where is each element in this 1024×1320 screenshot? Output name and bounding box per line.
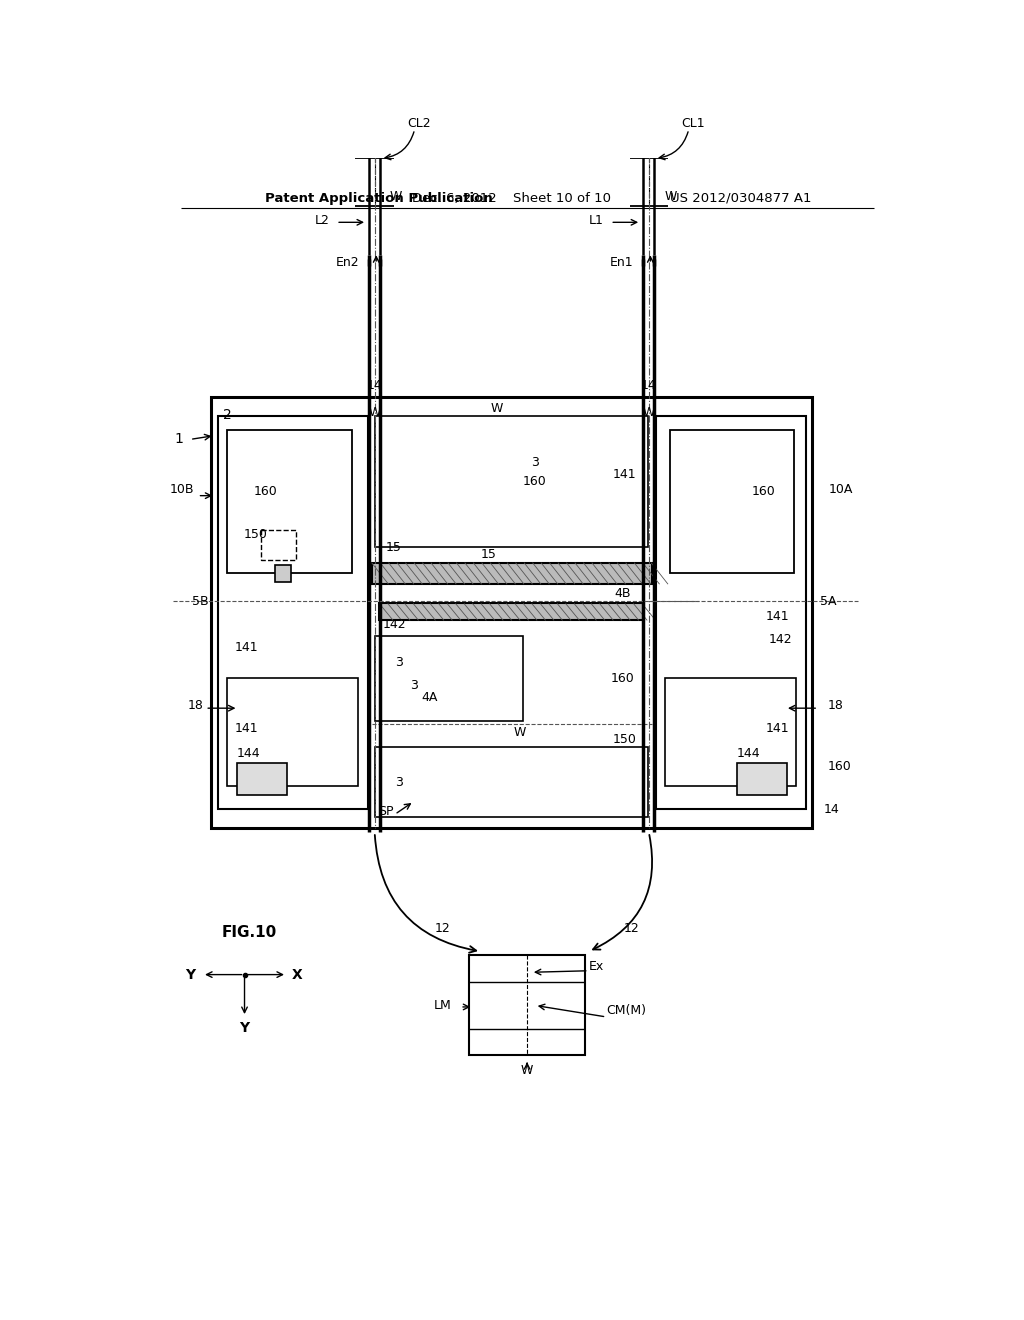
Text: US 2012/0304877 A1: US 2012/0304877 A1	[670, 191, 811, 205]
Text: LM: LM	[433, 999, 452, 1012]
Bar	[376, 636, 523, 721]
Text: 141: 141	[234, 722, 258, 735]
Text: En1: En1	[610, 256, 634, 269]
Text: 160: 160	[752, 486, 775, 499]
Text: CM(M): CM(M)	[606, 1005, 646, 1018]
Text: 144: 144	[736, 747, 760, 760]
Text: 15: 15	[385, 541, 401, 554]
Text: 141: 141	[613, 467, 637, 480]
Text: L2: L2	[314, 214, 330, 227]
Text: FIG.10: FIG.10	[221, 925, 276, 940]
Text: Y: Y	[185, 968, 196, 982]
Text: 5B: 5B	[191, 594, 208, 607]
Text: W: W	[643, 407, 655, 418]
Text: W: W	[513, 726, 525, 739]
Text: SP: SP	[378, 805, 393, 818]
Text: Patent Application Publication: Patent Application Publication	[265, 191, 494, 205]
Bar	[211, 397, 812, 829]
Bar	[736, 763, 786, 795]
Bar	[670, 430, 795, 573]
Text: 14: 14	[641, 379, 656, 392]
Text: W: W	[390, 190, 402, 203]
Bar	[261, 531, 296, 560]
Text: 5A: 5A	[819, 594, 837, 607]
Text: 14: 14	[823, 803, 840, 816]
Bar	[274, 565, 292, 582]
Bar	[372, 562, 652, 585]
Bar	[469, 956, 585, 1056]
Text: 3: 3	[410, 680, 418, 693]
Text: 144: 144	[237, 747, 260, 760]
Text: Sheet 10 of 10: Sheet 10 of 10	[513, 191, 611, 205]
Text: 160: 160	[827, 760, 851, 774]
Text: W: W	[665, 190, 677, 203]
Text: W: W	[369, 407, 381, 418]
Text: 141: 141	[234, 640, 258, 653]
Text: 160: 160	[610, 672, 635, 685]
Text: 142: 142	[768, 634, 792, 647]
Text: 150: 150	[244, 528, 267, 541]
Text: 3: 3	[394, 776, 402, 788]
Bar	[376, 747, 648, 817]
Text: 141: 141	[765, 610, 788, 623]
Text: Ex: Ex	[589, 961, 604, 973]
Text: X: X	[292, 968, 302, 982]
Text: 15: 15	[480, 548, 497, 561]
Text: Y: Y	[240, 1022, 250, 1035]
Text: 160: 160	[523, 475, 547, 488]
Bar	[376, 416, 648, 548]
Text: 3: 3	[394, 656, 402, 669]
Text: 141: 141	[765, 722, 788, 735]
Text: 4A: 4A	[421, 690, 437, 704]
Bar	[379, 603, 644, 620]
Bar	[655, 416, 806, 809]
Text: 142: 142	[383, 618, 407, 631]
Text: Dec. 6, 2012: Dec. 6, 2012	[412, 191, 497, 205]
Text: 18: 18	[188, 698, 204, 711]
Bar	[665, 678, 796, 785]
Text: 4B: 4B	[614, 587, 631, 601]
Text: W: W	[521, 1064, 534, 1077]
Text: 3: 3	[530, 455, 539, 469]
Text: 12: 12	[434, 921, 451, 935]
Bar	[226, 430, 351, 573]
Text: L1: L1	[589, 214, 604, 227]
Text: 2: 2	[223, 408, 231, 422]
Text: 10B: 10B	[170, 483, 195, 496]
Text: 14: 14	[367, 379, 383, 392]
Text: 12: 12	[624, 921, 639, 935]
Bar	[217, 416, 368, 809]
Text: En2: En2	[336, 256, 359, 269]
Text: 150: 150	[613, 733, 637, 746]
Text: CL2: CL2	[408, 117, 431, 131]
Text: 1: 1	[175, 433, 183, 446]
Bar	[237, 763, 287, 795]
Text: CL1: CL1	[682, 117, 706, 131]
Text: 160: 160	[253, 486, 278, 499]
Text: W: W	[490, 403, 503, 416]
Bar	[226, 678, 357, 785]
Text: 18: 18	[827, 698, 844, 711]
Text: 10A: 10A	[829, 483, 853, 496]
